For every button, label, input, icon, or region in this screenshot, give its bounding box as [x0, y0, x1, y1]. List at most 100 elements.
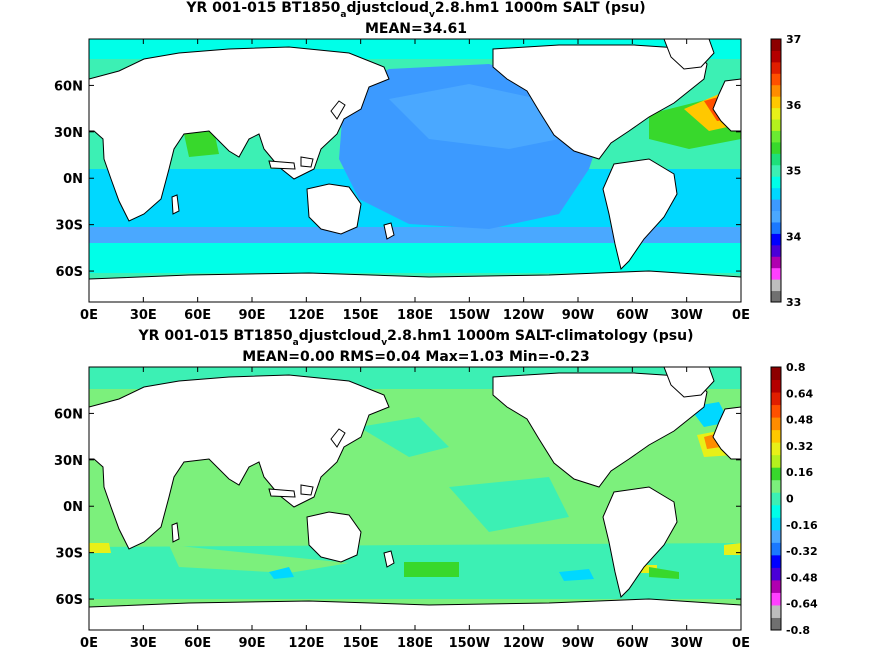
x-tick-label: 60W — [616, 636, 648, 651]
panel2-map: 0E 30E 60E 90E 120E 150E 180E 150W 120W 90W 60W 30W… — [54, 366, 750, 651]
p1-southern-low-band — [89, 227, 741, 243]
colorbar-swatch — [771, 517, 781, 531]
x-tick-label: 90W — [562, 308, 594, 323]
x-tick-label: 0E — [732, 636, 750, 651]
x-tick-label: 150W — [449, 308, 490, 323]
y-tick-label: 30S — [56, 219, 83, 234]
panel2-colorbar: 0.8 0.64 0.48 0.32 0.16 0 -0.16 -0.32 -0.48 -0.64… — [770, 361, 818, 637]
x-tick-label: 30E — [130, 308, 157, 323]
colorbar-swatch — [771, 592, 781, 606]
colorbar-swatch — [771, 567, 781, 581]
colorbar-swatch — [771, 164, 781, 177]
p1-arabian-sea-region — [184, 131, 219, 157]
y-tick-label: 30N — [54, 454, 83, 469]
panel2-subtitle: MEAN=0.00 RMS=0.04 Max=1.03 Min=-0.23 — [242, 349, 589, 365]
p2-south-atlantic-green — [649, 567, 679, 579]
colorbar-swatch — [771, 176, 781, 189]
colorbar-swatch — [771, 244, 781, 257]
colorbar-swatch — [771, 107, 781, 120]
colorbar-swatch — [771, 130, 781, 143]
x-tick-label: 60W — [616, 308, 648, 323]
colorbar-swatch — [771, 73, 781, 86]
x-tick-label: 150E — [343, 308, 379, 323]
colorbar-swatch — [771, 119, 781, 131]
x-tick-label: 90E — [239, 636, 266, 651]
colorbar-swatch — [771, 479, 781, 493]
y-tick-label: 60S — [56, 593, 83, 608]
colorbar-swatch — [771, 492, 781, 506]
colorbar-swatch — [771, 529, 781, 543]
x-tick-label: 90W — [562, 636, 594, 651]
x-tick-label: 30E — [130, 636, 157, 651]
p2-west-pacific-patch — [359, 417, 449, 457]
colorbar-swatch — [771, 153, 781, 166]
panel1-colorbar: 37 36 35 34 33 — [770, 33, 802, 309]
x-tick-label: 150W — [449, 636, 490, 651]
colorbar-tick-label: 0.16 — [786, 466, 813, 479]
x-tick-label: 120W — [503, 308, 544, 323]
colorbar-swatch — [771, 404, 781, 418]
colorbar-frame — [770, 366, 782, 631]
colorbar-swatch — [771, 199, 781, 212]
colorbar-swatch — [771, 379, 781, 393]
x-tick-label: 60E — [184, 308, 211, 323]
p2-east-atlantic-patch — [724, 543, 741, 555]
colorbar-swatch — [771, 39, 781, 51]
panel2-title: YR 001-015 BT1850adjustcloudv2.8.hm1 100… — [138, 328, 694, 348]
colorbar-swatch — [771, 84, 781, 97]
p2-south-pacific-patch — [404, 562, 459, 577]
x-tick-label: 180E — [397, 636, 433, 651]
colorbar-swatch — [771, 279, 781, 292]
colorbar-tick-label: -0.48 — [786, 571, 818, 584]
x-tick-label: 60E — [184, 636, 211, 651]
colorbar-tick-label: -0.16 — [786, 519, 818, 532]
colorbar-tick-label: 33 — [786, 296, 801, 309]
colorbar-tick-label: 35 — [786, 165, 801, 178]
colorbar-tick-label: 0.48 — [786, 414, 813, 427]
y-tick-label: 60N — [54, 79, 83, 94]
p2-agulhas-patch — [89, 543, 111, 553]
x-tick-label: 0E — [80, 636, 98, 651]
y-tick-label: 60S — [56, 265, 83, 280]
colorbar-tick-label: 0.64 — [786, 387, 813, 400]
p1-north-pacific-region — [389, 84, 559, 149]
colorbar-swatch — [771, 554, 781, 568]
colorbar-tick-label: -0.64 — [786, 598, 818, 611]
x-tick-label: 90E — [239, 308, 266, 323]
colorbar-swatch — [771, 221, 781, 234]
colorbar-tick-label: -0.8 — [786, 624, 810, 637]
colorbar-tick-label: 36 — [786, 99, 802, 112]
colorbar-tick-label: 0.8 — [786, 361, 806, 374]
colorbar-swatch — [771, 233, 781, 246]
colorbar-swatch — [771, 454, 781, 468]
colorbar-tick-label: 0.32 — [786, 440, 813, 453]
colorbar-swatch — [771, 141, 781, 154]
colorbar-tick-label: 0 — [786, 493, 794, 506]
p2-y-axis: 60N 30N 0N 30S 60S — [54, 407, 741, 608]
x-tick-label: 30W — [670, 308, 702, 323]
colorbar-swatch — [771, 367, 781, 381]
p2-x-axis: 0E 30E 60E 90E 120E 150E 180E 150W 120W 90W 60W 30W… — [80, 367, 750, 651]
x-tick-label: 0E — [80, 308, 98, 323]
x-tick-label: 120E — [288, 636, 324, 651]
colorbar-swatch — [771, 267, 781, 280]
colorbar-swatch — [771, 256, 781, 269]
colorbar-swatch — [771, 604, 781, 618]
y-tick-label: 0N — [63, 172, 83, 187]
colorbar-frame — [770, 38, 782, 303]
colorbar-swatch — [771, 210, 781, 223]
colorbar-swatch — [771, 617, 781, 631]
p2-indian-negative — [269, 567, 294, 579]
panel1-subtitle: MEAN=34.61 — [365, 21, 467, 37]
p2-east-pacific-patch — [449, 477, 569, 532]
colorbar-swatch — [771, 290, 781, 303]
colorbar-swatch — [771, 50, 781, 63]
panel1-map: 0E 30E 60E 90E 120E 150E 180E 150W 120W 90W 60W 30W… — [54, 38, 750, 323]
colorbar-swatch — [771, 417, 781, 431]
p1-y-axis: 60N 30N 0N 30S 60S — [54, 79, 741, 280]
y-tick-label: 30N — [54, 126, 83, 141]
colorbar-swatch — [771, 392, 781, 406]
x-tick-label: 180E — [397, 308, 433, 323]
colorbar-swatch — [771, 504, 781, 518]
